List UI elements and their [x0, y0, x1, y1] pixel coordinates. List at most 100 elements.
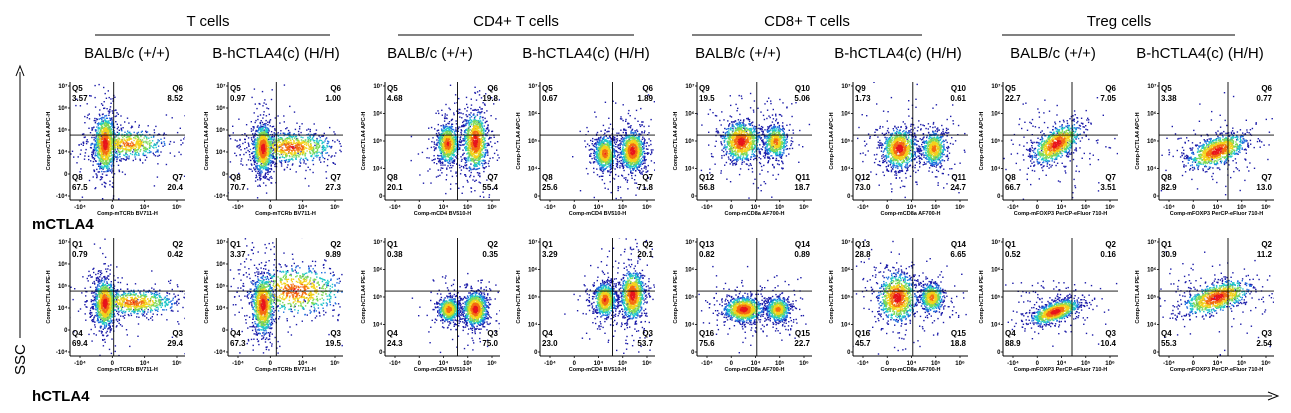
event-dot: [99, 165, 101, 167]
event-dot: [458, 187, 460, 189]
event-dot: [247, 149, 249, 152]
event-dot: [445, 131, 447, 133]
event-dot: [112, 147, 114, 149]
event-dot: [150, 136, 153, 138]
event-dot: [95, 137, 97, 139]
event-dot: [254, 146, 256, 148]
event-dot: [137, 136, 139, 139]
event-dot: [148, 150, 151, 152]
event-dot: [110, 102, 112, 104]
event-dot: [477, 122, 479, 124]
event-dot: [256, 172, 259, 174]
event-dot: [295, 158, 297, 160]
event-dot: [256, 130, 259, 133]
event-dot: [122, 136, 124, 139]
y-tick-label: 10⁴: [58, 150, 68, 156]
event-dot: [101, 183, 103, 186]
event-dot: [259, 132, 262, 135]
event-dot: [113, 136, 116, 138]
event-dot: [259, 172, 261, 174]
event-dot: [287, 158, 290, 161]
event-dot: [294, 142, 296, 145]
event-dot: [280, 130, 282, 132]
event-dot: [110, 123, 112, 125]
event-dot: [441, 109, 443, 111]
event-dot: [100, 117, 102, 120]
event-dot: [117, 156, 119, 159]
event-dot: [468, 137, 470, 140]
event-dot: [455, 183, 457, 185]
event-dot: [101, 198, 104, 200]
event-dot: [134, 153, 136, 155]
event-dot: [259, 161, 262, 163]
event-dot: [482, 143, 485, 146]
event-dot: [489, 157, 491, 160]
event-dot: [293, 139, 295, 142]
event-dot: [98, 152, 100, 155]
event-dot: [430, 182, 432, 184]
event-dot: [268, 159, 270, 161]
event-dot: [458, 140, 461, 142]
event-dot: [442, 164, 444, 166]
event-dot: [119, 160, 121, 162]
event-dot: [96, 176, 98, 179]
event-dot: [449, 167, 451, 169]
event-dot: [268, 150, 270, 152]
event-dot: [448, 126, 450, 128]
event-dot: [139, 159, 141, 162]
event-dot: [484, 152, 487, 154]
event-dot: [106, 117, 109, 119]
event-dot: [472, 155, 474, 157]
event-dot: [476, 123, 478, 125]
event-dot: [219, 143, 220, 144]
event-dot: [301, 141, 303, 143]
event-dot: [280, 146, 282, 148]
event-dot: [475, 157, 477, 159]
event-dot: [472, 109, 474, 111]
event-dot: [283, 159, 286, 162]
event-dot: [108, 137, 110, 139]
event-dot: [448, 123, 450, 125]
event-dot: [328, 145, 331, 147]
event-dot: [121, 133, 123, 136]
event-dot: [263, 129, 265, 131]
event-dot: [138, 146, 140, 149]
event-dot: [116, 128, 119, 130]
event-dot: [101, 151, 103, 153]
event-dot: [264, 157, 266, 159]
event-dot: [102, 168, 104, 170]
event-dot: [447, 122, 449, 125]
event-dot: [119, 151, 121, 153]
event-dot: [465, 132, 467, 134]
event-dot: [138, 142, 141, 145]
event-dot: [262, 158, 264, 160]
event-dot: [86, 116, 88, 119]
event-dot: [292, 133, 295, 136]
event-dot: [99, 123, 101, 125]
event-dot: [271, 154, 273, 157]
event-dot: [314, 133, 316, 135]
event-dot: [110, 155, 113, 157]
event-dot: [480, 129, 482, 131]
event-dot: [272, 145, 274, 147]
y-tick-label: 0: [222, 172, 226, 178]
event-dot: [466, 136, 468, 138]
event-dot: [492, 188, 494, 190]
event-dot: [465, 129, 467, 131]
y-tick-label: 10⁵: [58, 128, 68, 134]
event-dot: [437, 175, 439, 177]
event-dot: [439, 149, 442, 152]
event-dot: [134, 150, 136, 152]
event-dot: [473, 161, 475, 164]
event-dot: [504, 198, 505, 199]
y-axis-label: Comp-mCTLA4 APC-H: [204, 112, 210, 171]
event-dot: [265, 132, 267, 135]
event-dot: [99, 131, 101, 133]
event-dot: [157, 145, 160, 147]
event-dot: [479, 157, 481, 159]
event-dot: [443, 129, 445, 131]
event-dot: [504, 186, 505, 187]
event-dot: [104, 145, 107, 148]
event-dot: [96, 135, 98, 137]
event-dot: [484, 104, 486, 106]
